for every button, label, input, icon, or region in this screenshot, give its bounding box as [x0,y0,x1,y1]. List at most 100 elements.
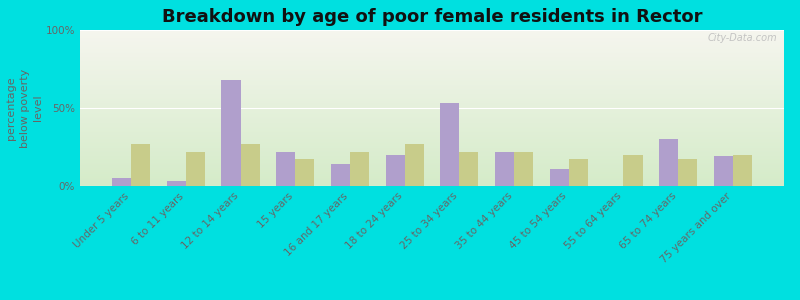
Bar [550,169,569,186]
Bar [80,173,784,174]
Bar [459,152,478,186]
Bar [80,107,784,108]
Bar [80,152,784,153]
Bar [80,120,784,121]
Bar [80,31,784,32]
Bar [80,52,784,53]
Bar [80,42,784,43]
Bar [186,152,205,186]
Bar [222,80,241,186]
Bar [80,151,784,152]
Bar [80,114,784,115]
Bar [495,152,514,186]
Bar [80,118,784,119]
Bar [80,87,784,88]
Bar [386,155,405,186]
Bar [80,95,784,96]
Bar [80,117,784,118]
Bar [80,115,784,116]
Bar [80,185,784,186]
Bar [80,171,784,172]
Bar [80,92,784,93]
Bar [80,180,784,181]
Bar [80,154,784,155]
Bar [331,164,350,186]
Bar [569,160,588,186]
Bar [514,152,533,186]
Bar [80,35,784,36]
Bar [80,111,784,112]
Bar [80,133,784,134]
Bar [80,134,784,135]
Bar [80,60,784,61]
Bar [80,82,784,83]
Bar [80,65,784,66]
Bar [80,159,784,160]
Bar [80,51,784,52]
Bar [80,59,784,60]
Bar [80,149,784,150]
Bar [80,62,784,63]
Bar [80,181,784,182]
Bar [80,123,784,124]
Bar [80,56,784,57]
Bar [80,47,784,48]
Bar [80,141,784,142]
Bar [80,88,784,89]
Bar [80,142,784,143]
Bar [80,166,784,167]
Bar [80,89,784,90]
Y-axis label: percentage
below poverty
level: percentage below poverty level [6,68,43,148]
Bar [80,135,784,136]
Bar [80,116,784,117]
Bar [80,112,784,113]
Bar [80,174,784,175]
Bar [80,40,784,41]
Bar [80,105,784,106]
Bar [80,54,784,55]
Bar [80,183,784,184]
Bar [678,160,698,186]
Bar [80,33,784,34]
Bar [80,126,784,127]
Bar [714,156,733,186]
Bar [80,104,784,105]
Text: City-Data.com: City-Data.com [707,33,777,43]
Bar [80,155,784,156]
Bar [80,63,784,64]
Bar [80,94,784,95]
Bar [80,161,784,162]
Bar [80,66,784,67]
Bar [80,160,784,161]
Bar [80,61,784,62]
Bar [131,144,150,186]
Bar [80,43,784,44]
Bar [241,144,260,186]
Bar [80,119,784,120]
Bar [80,38,784,39]
Bar [80,50,784,51]
Bar [80,102,784,103]
Bar [295,160,314,186]
Bar [80,108,784,109]
Bar [80,101,784,102]
Bar [80,139,784,140]
Bar [80,182,784,183]
Bar [80,32,784,33]
Bar [80,78,784,79]
Bar [80,83,784,84]
Bar [80,77,784,78]
Bar [80,132,784,133]
Bar [80,131,784,132]
Bar [733,155,752,186]
Bar [80,73,784,74]
Bar [80,143,784,144]
Bar [80,146,784,147]
Bar [80,184,784,185]
Bar [80,177,784,178]
Bar [80,76,784,77]
Bar [80,129,784,130]
Bar [80,169,784,170]
Bar [80,71,784,72]
Bar [80,57,784,58]
